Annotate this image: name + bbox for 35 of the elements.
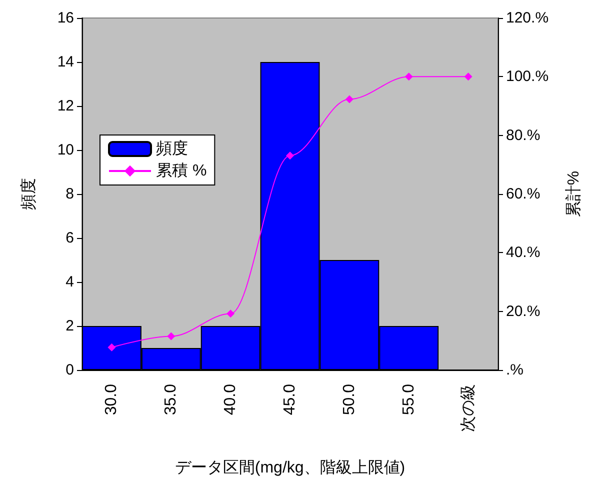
y-tick-label: 10	[57, 142, 74, 158]
x-tick-label: 30.0	[103, 384, 120, 416]
point	[108, 343, 116, 352]
y2-tick-label: 40.%	[506, 244, 540, 262]
point	[464, 72, 472, 81]
y2-tick-label: 100.%	[506, 68, 549, 86]
y2-tick-label: 80.%	[506, 126, 540, 144]
y-tick-label: 8	[66, 186, 74, 202]
y-tick-label: 6	[66, 230, 74, 246]
y-tick-label: 2	[66, 318, 74, 334]
point	[345, 95, 354, 104]
y-tick-label: 0	[66, 362, 74, 378]
x-tick-label: 次の級	[460, 384, 477, 432]
y-tick-label: 16	[57, 10, 74, 26]
point	[226, 310, 235, 318]
y-tick-label: 12	[57, 98, 74, 114]
x-tick-label: 40.0	[222, 384, 240, 416]
y2-tick-label: 60.%	[506, 186, 540, 202]
point	[286, 152, 294, 160]
x-axis-title: データ区間(mg/kg、階級上限値)	[174, 458, 406, 476]
x-tick-label: 45.0	[282, 384, 298, 416]
legend-label: 累積 %	[156, 162, 207, 180]
x-tick-label: 50.0	[340, 384, 358, 416]
y2-tick-label: 20.%	[506, 302, 540, 320]
legend-label: 頻度	[156, 140, 188, 158]
y2-tick-label: 120.%	[506, 10, 549, 26]
x-tick-label: 35.0	[162, 384, 180, 416]
x-tick-label: 55.0	[400, 384, 418, 416]
point	[167, 332, 176, 340]
point	[404, 72, 413, 81]
y-tick-label: 4	[66, 274, 74, 290]
y-axis-title: 頻度	[20, 178, 38, 210]
y-tick-label: 14	[57, 54, 74, 70]
y2-tick-label: .%	[506, 362, 524, 378]
y2-axis-title: 累計%	[564, 170, 582, 218]
